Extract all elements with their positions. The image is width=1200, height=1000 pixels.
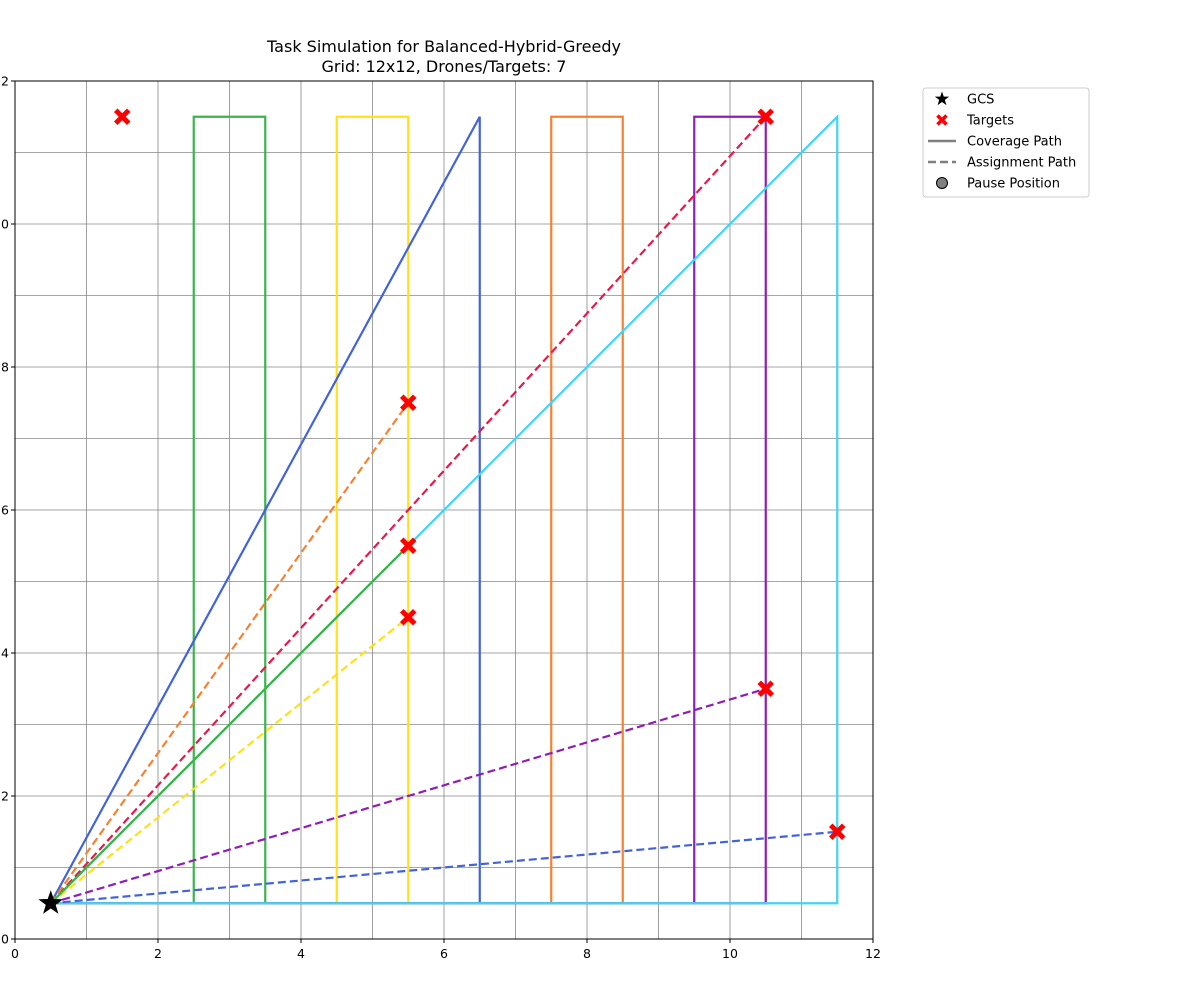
assignment-path-assign-green	[49, 544, 410, 905]
assignment-path-assign-red	[49, 116, 767, 904]
x-tick-label: 4	[297, 946, 305, 961]
target-marker	[399, 608, 417, 626]
x-tick-label: 8	[583, 946, 591, 961]
legend-label: Coverage Path	[967, 135, 1062, 150]
y-tick-label: 8	[1, 360, 9, 375]
legend-gcs-star-icon	[934, 91, 950, 106]
y-tick-label: 12	[0, 74, 9, 89]
gcs-star-marker	[38, 890, 64, 914]
legend-label: GCS	[967, 93, 994, 108]
target-stroke	[757, 108, 775, 126]
assignment-path-assign-yellow	[50, 616, 409, 905]
markers	[38, 108, 846, 914]
assignment-path-assign-orange	[49, 402, 410, 904]
legend-target-x-icon	[936, 114, 948, 126]
legend-label: Targets	[966, 114, 1014, 129]
axis-ticks: 0 2 4 6 8 10 12 0 2 4 6 8 10 12	[0, 74, 881, 962]
target-stroke	[399, 608, 417, 626]
target-marker	[828, 823, 846, 841]
assignment-path-assign-purple	[50, 687, 767, 905]
target-marker	[757, 108, 775, 126]
legend-circle-icon	[936, 177, 948, 189]
legend-label: Assignment Path	[967, 156, 1076, 171]
y-tick-label: 0	[1, 932, 9, 947]
target-stroke	[399, 394, 417, 412]
target-marker	[757, 680, 775, 698]
x-tick-label: 6	[440, 946, 448, 961]
chart-title-line1: Task Simulation for Balanced-Hybrid-Gree…	[266, 37, 621, 56]
legend-x-stroke	[936, 114, 948, 126]
legend-box	[922, 87, 1090, 198]
coverage-path-drone-cyan	[49, 114, 839, 905]
y-tick-label: 4	[1, 646, 9, 661]
y-tick-label: 10	[0, 217, 9, 232]
x-tick-label: 10	[722, 946, 738, 961]
target-stroke	[113, 108, 131, 126]
x-tick-label: 2	[154, 946, 162, 961]
target-stroke	[399, 537, 417, 555]
target-stroke	[757, 680, 775, 698]
y-tick-label: 2	[1, 789, 9, 804]
target-marker	[399, 394, 417, 412]
y-tick-label: 6	[1, 503, 9, 518]
target-marker	[399, 537, 417, 555]
target-marker	[113, 108, 131, 126]
legend: GCS Targets Coverage Path Assignment Path Pa…	[922, 87, 1090, 198]
target-stroke	[828, 823, 846, 841]
x-tick-label: 0	[11, 946, 19, 961]
legend-label: Pause Position	[967, 177, 1060, 192]
assignment-paths	[49, 116, 838, 905]
chart-title-line2: Grid: 12x12, Drones/Targets: 7	[322, 57, 567, 76]
x-tick-label: 12	[865, 946, 881, 961]
